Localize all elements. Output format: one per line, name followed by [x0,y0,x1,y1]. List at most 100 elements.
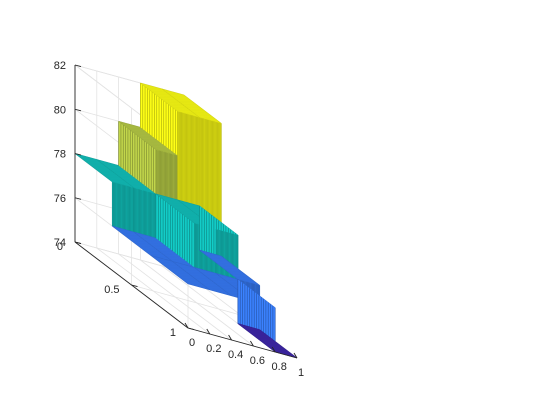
surface-patch-mesh [248,326,287,356]
surface-patch-mesh [119,228,159,258]
x-tick-mark [250,340,254,347]
surface-patch-mesh [180,263,218,293]
surface-patch-mesh [134,125,172,155]
surface-patch-mesh [177,262,215,292]
surface-patch-mesh [149,236,189,266]
y-tick-label: 0.5 [104,284,119,296]
surface-patch-mesh [189,265,228,295]
surface-patch-mesh [137,126,175,155]
surface-patch-mesh [129,124,167,153]
surface-patch-mesh [213,253,253,284]
surface-patch-mesh [151,236,190,267]
surface-patch-mesh [116,164,155,194]
surface-patch-mesh [250,326,288,356]
surface-patch-mesh [152,86,191,116]
surface-patch-mesh [146,84,185,114]
surface-patch-mesh [159,257,198,287]
surface-patch-mesh [107,162,146,192]
surface-patch-mesh [84,155,122,185]
surface-patch-mesh [179,93,217,123]
surface-patch-mesh [202,250,242,281]
surface-patch-mesh [163,258,201,288]
surface-patch-mesh [99,160,138,189]
x-tick-label: 1 [298,367,304,379]
surface-patch-mesh [175,262,214,291]
surface-patch-mesh [211,253,251,283]
surface-patch-mesh [253,327,291,357]
surface-patch-mesh [216,254,256,285]
surface-patch-mesh [163,89,202,119]
surface-patch-mesh [104,161,143,191]
surface-patch-mesh [160,194,200,225]
surface-patch-mesh [247,325,285,355]
grid-line-y-floor [131,284,241,316]
surface-patch-mesh [123,122,161,152]
surface-patch-mesh [258,328,296,358]
surface-patch-mesh [87,156,125,186]
axes [74,64,298,359]
y-tick-mark [74,241,82,245]
surface-patch-mesh [110,163,149,192]
surface-patch-mesh [118,227,158,258]
surface-patch-mesh [207,252,246,282]
surface-patch-mesh [91,158,130,187]
surface-patch-mesh [141,234,181,264]
surface-patch-mesh [93,158,132,188]
surface-patch-mesh [165,89,203,119]
y-tick-mark [187,327,195,331]
surface-patch-mesh [147,235,187,266]
surface-patch-mesh [218,255,257,285]
surface-patch-mesh [203,269,242,299]
surface-patch-mesh [154,237,193,268]
x-tick-mark [184,322,189,329]
surface-patch-mesh [256,328,295,358]
surface-patch-mesh [178,262,217,292]
z-tick-mark [74,108,82,112]
z-tick-label: 80 [54,104,66,116]
x-tick-mark [228,334,232,341]
surface-patch-mesh [124,229,164,259]
surface-patch-mesh [143,83,181,113]
surface-patch-mesh [205,270,243,299]
surface-patch-mesh [214,254,254,284]
surface-patch-mesh [81,155,119,184]
surface-patch-mesh [148,84,186,114]
surface-patch-mesh [141,83,180,113]
surface-patch-mesh [240,324,279,354]
surface-patch-mesh [219,255,259,286]
surface-patch-mesh [164,259,203,288]
surface-patch-mesh [192,266,231,296]
surface-patch-mesh [130,231,170,261]
x-tick-label: 0.8 [272,361,287,373]
surface-patch-mesh [183,264,221,293]
surface-patch-mesh [166,90,205,119]
surface-patch-mesh [132,231,172,262]
surface-patch-mesh [161,195,201,226]
surface-patch-mesh [95,158,133,188]
surface-patch-mesh [177,93,216,122]
surface-patch-mesh [127,230,167,260]
surface-patch-mesh [152,237,192,267]
surface-patch-mesh [101,160,139,190]
surface-patch-mesh [123,228,162,259]
surface-patch-mesh [200,250,240,280]
surface-patch-mesh [144,84,183,113]
surface-patch-mesh [85,156,124,186]
surface-patch-mesh [132,124,171,154]
surface-patch-mesh [254,328,293,357]
z-tick-label: 78 [54,149,66,161]
surface-patch-mesh [138,233,178,263]
surface-patch-mesh [200,268,238,298]
surface-patch-mesh [197,268,235,297]
surface-patch-mesh [169,90,208,120]
surface-patch-mesh [239,323,277,353]
surface-patch-mesh [170,260,209,290]
surface-patch-mesh [113,164,152,193]
z-tick-label: 74 [54,237,66,249]
x-axis-line [187,327,298,359]
surface-patch-mesh [113,226,153,256]
surface-patch-mesh [120,121,158,151]
surface-patch-mesh [155,87,194,116]
surface-patch-mesh [116,227,156,257]
